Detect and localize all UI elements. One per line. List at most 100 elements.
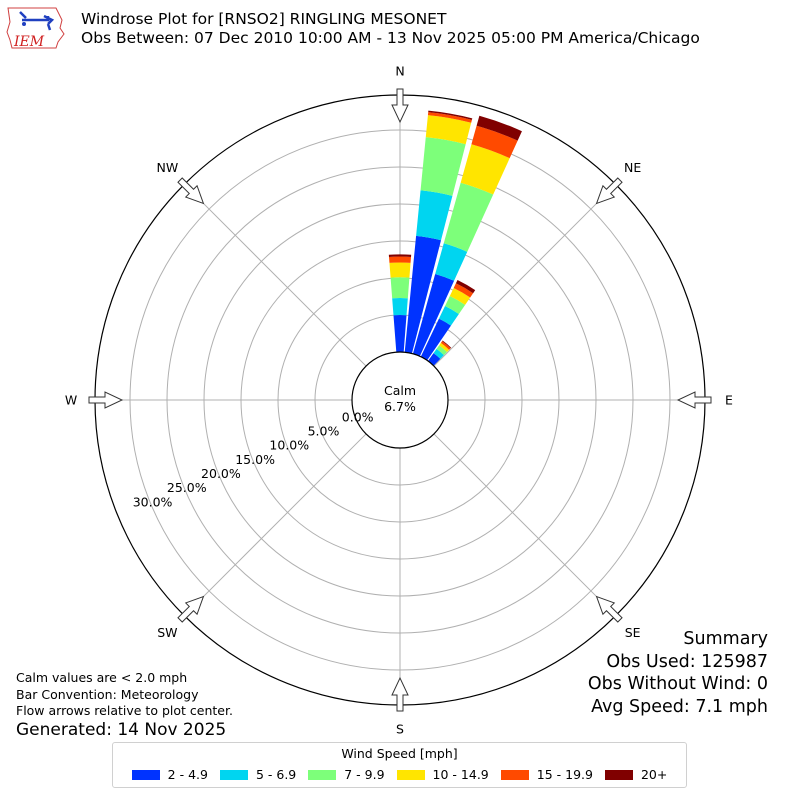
bar-segment: [442, 340, 452, 349]
legend-label: 20+: [640, 767, 668, 782]
direction-bar: [388, 254, 412, 353]
legend-items: 2 - 4.9 5 - 6.9 7 - 9.9 10 - 14.9 15 - 19.9 2…: [113, 767, 686, 782]
bar-segment: [425, 115, 472, 145]
legend-swatch: [604, 769, 633, 780]
legend-item: 2 - 4.9: [131, 767, 208, 782]
bar-segment: [404, 235, 442, 354]
radial-tick-label: 25.0%: [167, 480, 207, 495]
bar-segment: [440, 341, 451, 350]
compass-label-nw: NW: [157, 160, 179, 175]
compass-label-se: SE: [625, 625, 641, 640]
calm-note: Calm values are < 2.0 mph: [16, 670, 188, 685]
flow-arrow-icon: [88, 391, 124, 409]
flow-arrow-icon: [391, 676, 409, 712]
compass-label-n: N: [395, 64, 404, 79]
legend-item: 5 - 6.9: [219, 767, 297, 782]
bar-segment: [428, 110, 473, 120]
radial-tick-label: 20.0%: [201, 466, 241, 481]
grid-spoke: [433, 183, 617, 367]
flow-arrow-icon: [177, 177, 205, 205]
radial-tick-label: 0.0%: [342, 409, 374, 424]
legend: Wind Speed [mph] 2 - 4.9 5 - 6.9 7 - 9.9 10…: [112, 742, 687, 788]
legend-item: 15 - 19.9: [500, 767, 593, 782]
legend-swatch: [219, 769, 248, 780]
flow-arrow-icon: [595, 595, 623, 623]
grid-spoke: [183, 183, 367, 367]
legend-label: 15 - 19.9: [536, 767, 593, 782]
summary-box: Summary Obs Used: 125987 Obs Without Win…: [588, 628, 768, 718]
radial-tick-label: 30.0%: [133, 494, 173, 509]
grid-spoke: [183, 433, 367, 617]
calm-value: 6.7%: [384, 399, 416, 414]
radial-tick-label: 10.0%: [269, 438, 309, 453]
bar-segment: [460, 144, 510, 195]
bar-segment: [412, 273, 455, 357]
obs-used: Obs Used: 125987: [606, 651, 768, 672]
bar-segment: [443, 182, 494, 252]
compass-label-e: E: [725, 393, 733, 408]
legend-swatch: [308, 769, 337, 780]
convention-note: Bar Convention: Meteorology: [16, 686, 199, 702]
compass-label-sw: SW: [157, 625, 177, 640]
bar-segment: [439, 342, 450, 352]
calm-label: Calm: [384, 383, 416, 398]
bar-segment: [436, 345, 448, 356]
flow-arrow-icon: [391, 88, 409, 124]
bar-segment: [389, 262, 411, 278]
title-line-station: Windrose Plot for [RNSO2] RINGLING MESON…: [81, 10, 447, 28]
legend-swatch: [500, 769, 529, 780]
legend-title: Wind Speed [mph]: [341, 746, 458, 761]
legend-swatch: [396, 769, 425, 780]
radial-tick-label: 15.0%: [235, 452, 275, 467]
bar-segment: [476, 115, 522, 141]
flow-arrow-icon: [595, 177, 623, 205]
legend-label: 2 - 4.9: [167, 767, 208, 782]
flow-arrow-icon: [676, 391, 712, 409]
legend-swatch: [131, 769, 160, 780]
bar-segment: [433, 348, 444, 359]
generated-date: Generated: 14 Nov 2025: [16, 719, 227, 740]
avg-speed: Avg Speed: 7.1 mph: [591, 696, 768, 717]
svg-text:IEM: IEM: [13, 34, 45, 50]
bar-segment: [445, 295, 466, 314]
direction-bar: [404, 110, 473, 354]
bar-segment: [392, 297, 408, 316]
title-line-period: Obs Between: 07 Dec 2010 10:00 AM - 13 N…: [81, 29, 700, 47]
bar-segment: [427, 353, 441, 366]
compass-label-s: S: [396, 722, 404, 737]
direction-bar: [412, 115, 522, 357]
bar-segment: [390, 277, 410, 299]
legend-label: 10 - 14.9: [432, 767, 489, 782]
legend-label: 7 - 9.9: [344, 767, 385, 782]
legend-label: 5 - 6.9: [255, 767, 297, 782]
chart-title: Windrose Plot for [RNSO2] RINGLING MESON…: [81, 10, 700, 48]
bar-segment: [455, 279, 476, 294]
legend-item: 20+: [604, 767, 668, 782]
plot-notes: Calm values are < 2.0 mph Bar Convention…: [16, 670, 233, 740]
bar-segment: [388, 254, 412, 257]
bar-segment: [453, 283, 474, 298]
flow-arrow-icon: [177, 595, 205, 623]
direction-bar: [420, 279, 476, 361]
legend-item: 10 - 14.9: [396, 767, 489, 782]
iem-logo: IEM: [6, 7, 65, 50]
direction-bar: [427, 340, 452, 366]
bar-segment: [427, 112, 472, 123]
bar-segment: [388, 256, 412, 263]
radial-tick-label: 5.0%: [308, 424, 340, 439]
bar-segment: [420, 137, 466, 196]
legend-item: 7 - 9.9: [308, 767, 385, 782]
calm-circle: [351, 351, 449, 449]
obs-without-wind: Obs Without Wind: 0: [587, 674, 768, 694]
bar-segment: [471, 125, 518, 159]
summary-title: Summary: [683, 629, 768, 649]
bar-segment: [435, 243, 468, 281]
bar-segment: [416, 190, 453, 241]
grid-spoke: [433, 433, 617, 617]
bar-segment: [393, 315, 407, 353]
bar-segment: [449, 287, 471, 305]
bar-segment: [420, 318, 451, 361]
compass-label-ne: NE: [624, 160, 641, 175]
bar-segment: [438, 305, 459, 326]
